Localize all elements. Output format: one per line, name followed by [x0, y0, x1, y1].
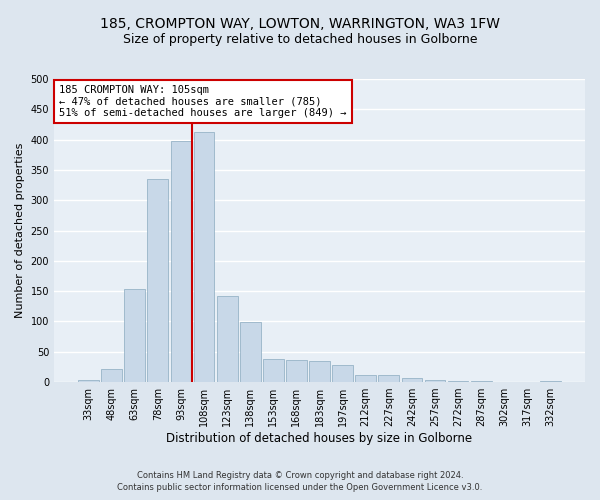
- Bar: [540, 381, 561, 382]
- Bar: [170, 142, 191, 382]
- Bar: [217, 296, 238, 382]
- Bar: [263, 359, 284, 382]
- Bar: [101, 368, 122, 382]
- Text: 185 CROMPTON WAY: 105sqm
← 47% of detached houses are smaller (785)
51% of semi-: 185 CROMPTON WAY: 105sqm ← 47% of detach…: [59, 85, 347, 118]
- Text: Size of property relative to detached houses in Golborne: Size of property relative to detached ho…: [123, 32, 477, 46]
- Bar: [332, 365, 353, 382]
- Bar: [401, 378, 422, 382]
- Bar: [194, 132, 214, 382]
- Bar: [355, 375, 376, 382]
- Bar: [379, 376, 399, 382]
- Bar: [148, 179, 168, 382]
- Bar: [286, 360, 307, 382]
- Text: 185, CROMPTON WAY, LOWTON, WARRINGTON, WA3 1FW: 185, CROMPTON WAY, LOWTON, WARRINGTON, W…: [100, 18, 500, 32]
- Text: Contains public sector information licensed under the Open Government Licence v3: Contains public sector information licen…: [118, 484, 482, 492]
- Bar: [124, 290, 145, 382]
- Text: Contains HM Land Registry data © Crown copyright and database right 2024.: Contains HM Land Registry data © Crown c…: [137, 471, 463, 480]
- X-axis label: Distribution of detached houses by size in Golborne: Distribution of detached houses by size …: [166, 432, 473, 445]
- Bar: [448, 381, 469, 382]
- Bar: [309, 361, 330, 382]
- Bar: [240, 322, 260, 382]
- Bar: [78, 380, 99, 382]
- Y-axis label: Number of detached properties: Number of detached properties: [15, 143, 25, 318]
- Bar: [425, 380, 445, 382]
